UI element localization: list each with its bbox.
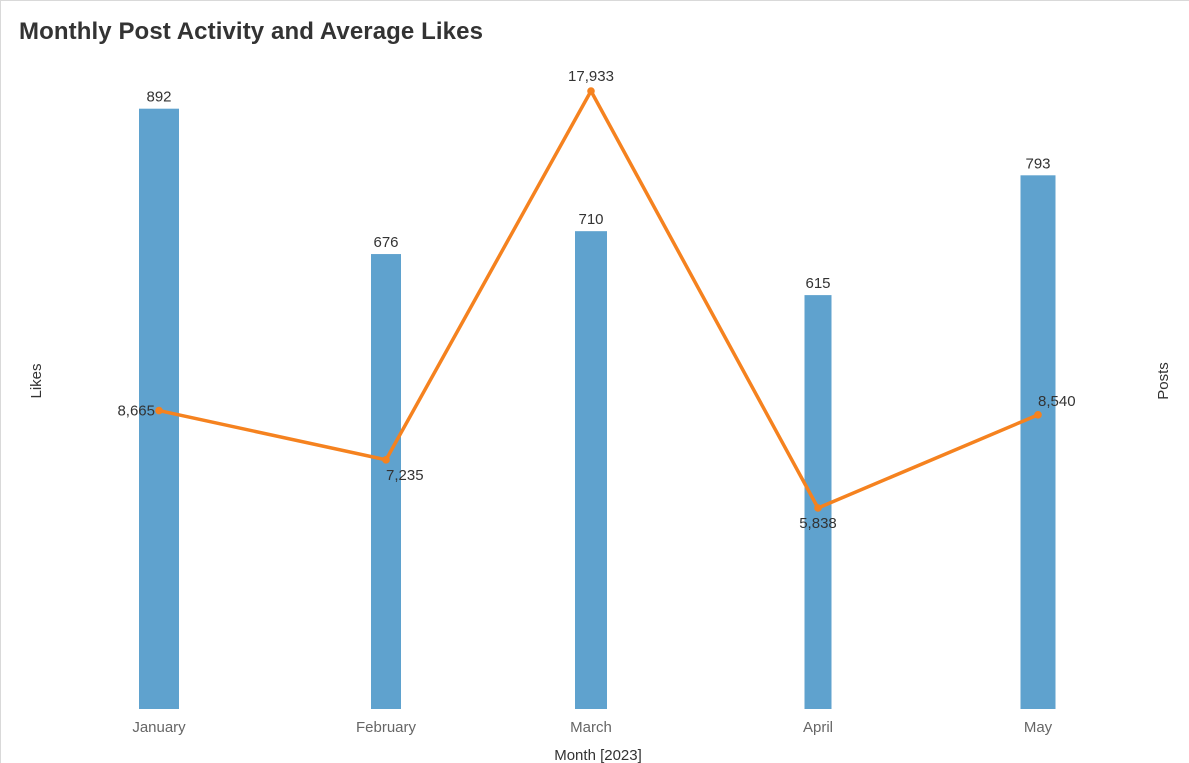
- x-tick-april: April: [803, 719, 833, 736]
- bar-label-february: 676: [373, 234, 398, 251]
- x-ticks-group: January February March April May: [132, 719, 1052, 736]
- y-axis-right-title: Posts: [1155, 362, 1172, 400]
- chart-title: Monthly Post Activity and Average Likes: [19, 18, 484, 45]
- likes-label-may: 8,540: [1038, 393, 1076, 410]
- likes-point-february: [382, 456, 390, 464]
- bar-label-march: 710: [578, 211, 603, 228]
- x-tick-february: February: [356, 719, 417, 736]
- x-tick-january: January: [132, 719, 186, 736]
- bars-group: [139, 108, 1056, 710]
- likes-point-may: [1034, 411, 1042, 419]
- bar-label-may: 793: [1025, 155, 1050, 172]
- x-axis-title: Month [2023]: [554, 747, 642, 763]
- likes-label-january: 8,665: [117, 403, 155, 420]
- bar-labels-group: 892 676 710 615 793: [146, 89, 1050, 292]
- line-labels-group: 8,665 7,235 17,933 5,838 8,540: [117, 68, 1075, 532]
- line-group: [155, 87, 1042, 512]
- likes-label-february: 7,235: [386, 467, 424, 484]
- likes-point-april: [814, 504, 822, 512]
- likes-label-march: 17,933: [568, 68, 614, 85]
- x-tick-march: March: [570, 719, 612, 736]
- bar-february: [371, 254, 401, 709]
- x-tick-may: May: [1024, 719, 1053, 736]
- y-axis-left-title: Likes: [28, 363, 45, 398]
- bar-march: [575, 231, 607, 710]
- likes-label-april: 5,838: [799, 515, 837, 532]
- bar-april: [804, 295, 832, 709]
- bar-label-april: 615: [805, 275, 830, 292]
- bar-may: [1020, 175, 1056, 709]
- bar-label-january: 892: [146, 89, 171, 106]
- likes-point-january: [155, 406, 163, 415]
- likes-point-march: [587, 87, 595, 95]
